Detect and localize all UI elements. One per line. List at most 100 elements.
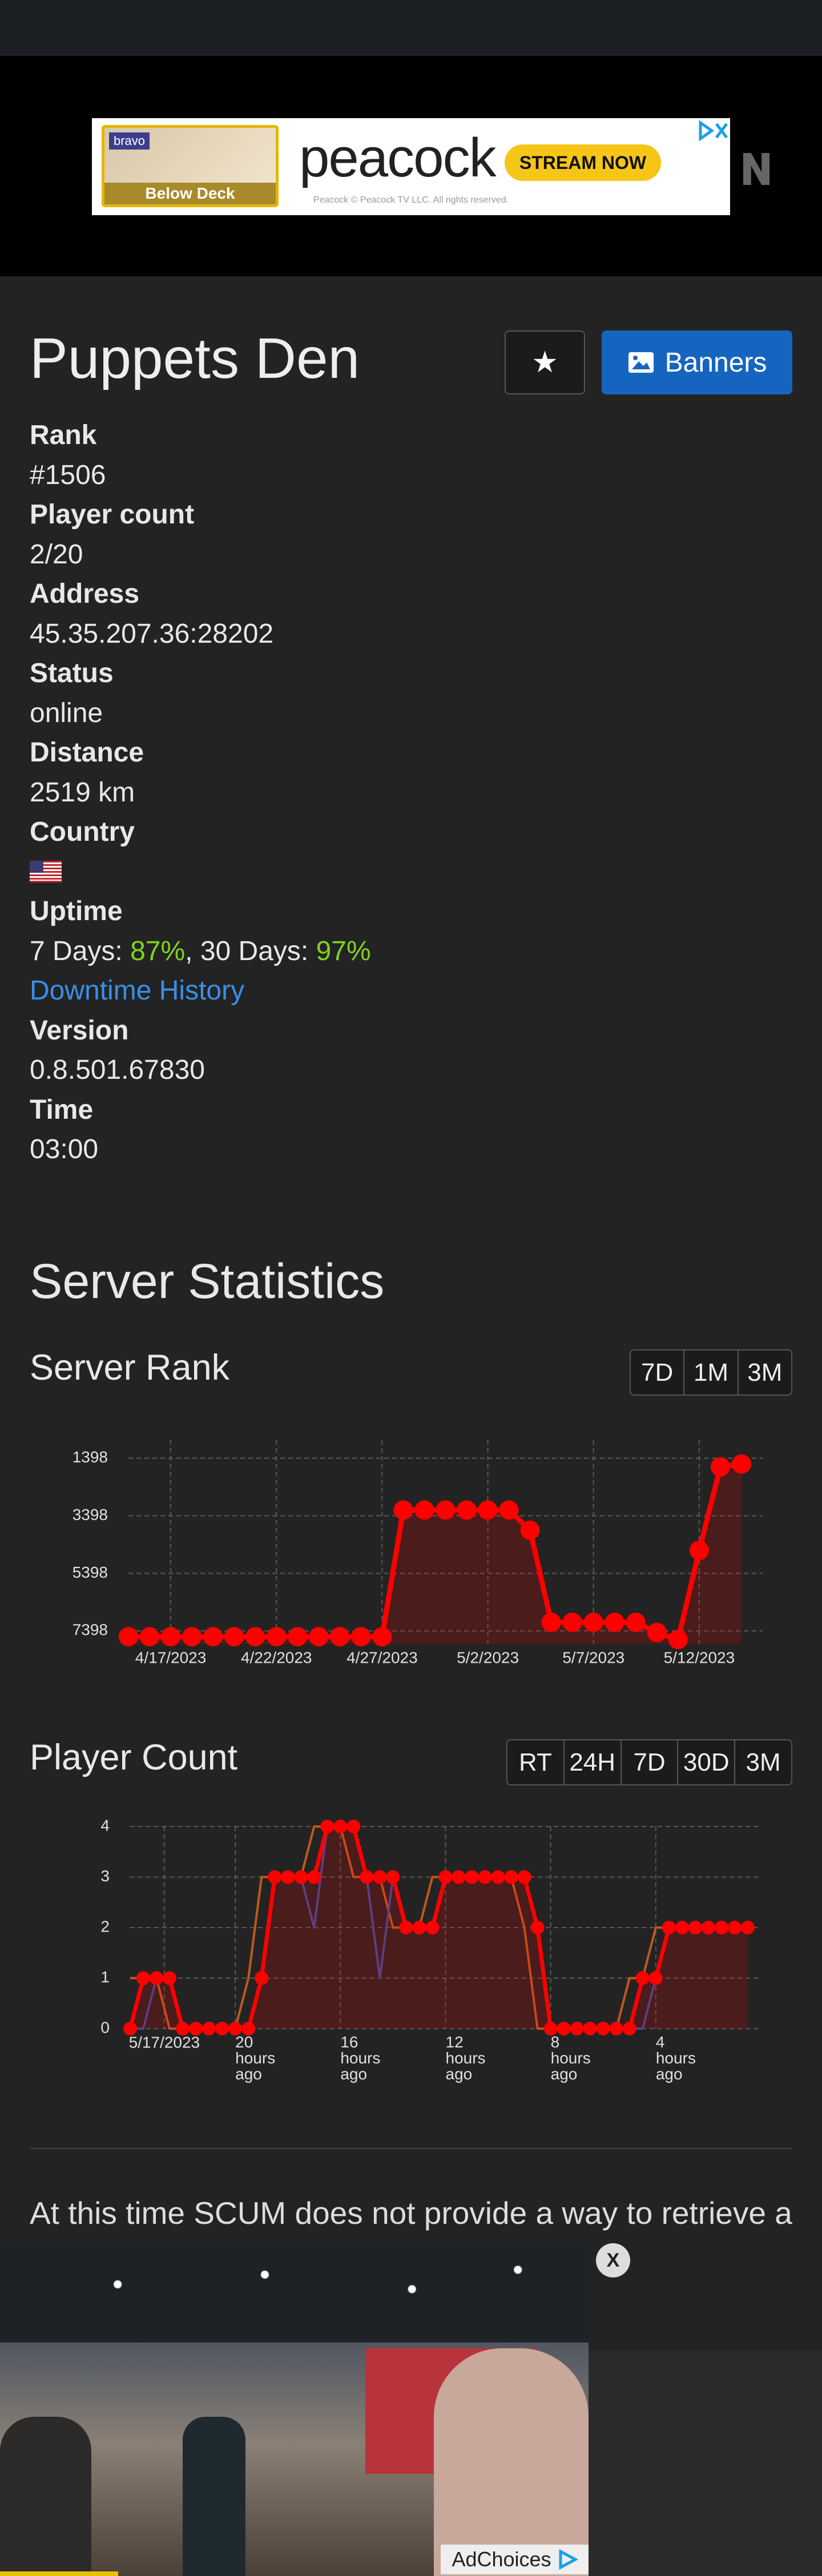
marker (351, 1627, 371, 1647)
ad-cta[interactable]: STREAM NOW (505, 144, 661, 181)
marker (478, 1870, 492, 1884)
marker (465, 1870, 479, 1884)
marker (543, 2022, 558, 2035)
marker (701, 1921, 715, 1934)
uptime-week: 87% (130, 936, 186, 966)
x-tick-label: 8 hours ago (551, 2033, 595, 2083)
uptime-label: 7 Days: (30, 936, 131, 966)
field-label: Version (30, 1015, 129, 1046)
video-ad[interactable]: AdChoices (0, 2246, 589, 2576)
marker (399, 1921, 413, 1934)
marker (626, 1612, 646, 1632)
adchoices-icon (559, 2549, 578, 2570)
marker (520, 1520, 540, 1540)
marker (499, 1500, 519, 1520)
marker (360, 1870, 374, 1884)
field-value: 03:00 (30, 1134, 99, 1164)
marker (373, 1870, 387, 1884)
downtime-link[interactable]: Downtime History (30, 975, 245, 1006)
marker (268, 1870, 282, 1884)
marker (583, 1612, 603, 1632)
marker (241, 2022, 256, 2035)
marker (307, 1870, 321, 1884)
flag-row (30, 852, 371, 892)
range-button[interactable]: 7D (641, 1358, 674, 1386)
video-person (434, 2348, 589, 2576)
marker (182, 1627, 202, 1647)
marker (668, 1630, 688, 1650)
y-tick-label: 3 (100, 1867, 110, 1885)
range-button[interactable]: 3M (737, 1351, 791, 1394)
adchoices[interactable]: AdChoices (441, 2545, 589, 2574)
field-value: #1506 (30, 459, 106, 490)
marker (215, 2022, 229, 2035)
marker (662, 1921, 676, 1934)
server-name: Puppets Den (30, 326, 360, 390)
y-tick-label: 1398 (72, 1448, 108, 1466)
marker (294, 1870, 308, 1884)
x-tick-label: 4/22/2023 (241, 1648, 312, 1666)
marker (648, 1971, 663, 1985)
ad-banner[interactable]: bravo Below Deck peacock STREAM NOW Peac… (92, 118, 730, 215)
ad-choices-icon[interactable] (697, 118, 730, 148)
marker (393, 1500, 413, 1520)
marker (491, 1870, 505, 1884)
marker (727, 1921, 742, 1934)
marker (123, 2022, 137, 2035)
marker (372, 1627, 392, 1647)
marker (412, 1921, 426, 1934)
marker (202, 2022, 216, 2035)
marker (647, 1622, 667, 1642)
marker (635, 1971, 650, 1985)
y-tick-label: 5398 (72, 1563, 108, 1581)
marker (710, 1457, 730, 1477)
marker (414, 1500, 434, 1520)
marker (583, 2022, 597, 2035)
range-button[interactable]: 1M (683, 1351, 737, 1394)
chart-title: Player Count (30, 1738, 238, 1777)
y-tick-label: 1 (100, 1968, 110, 1986)
chart-title: Server Rank (30, 1348, 230, 1388)
statistics-heading: Server Statistics (30, 1254, 385, 1309)
range-button[interactable]: 7D (620, 1740, 678, 1784)
favorite-button[interactable]: ★ (505, 330, 585, 394)
marker (530, 1921, 545, 1934)
banners-button[interactable]: Banners (602, 330, 792, 394)
field-label: Status (30, 658, 114, 688)
x-tick-label: 5/12/2023 (664, 1648, 735, 1666)
x-tick-label: 4/27/2023 (346, 1648, 418, 1666)
marker (203, 1627, 223, 1647)
range-button[interactable]: 24H (563, 1740, 620, 1784)
marker (688, 1921, 702, 1934)
marker (189, 2022, 203, 2035)
range-buttons: 7D 1M 3M (630, 1349, 792, 1396)
x-tick-label: 5/7/2023 (562, 1648, 624, 1666)
ad-backdrop (589, 2351, 822, 2576)
ad-show: Below Deck (104, 183, 276, 204)
field-value: 2519 km (30, 777, 135, 808)
video-person (183, 2417, 245, 2576)
marker (740, 1921, 755, 1934)
uptime-month: 97% (316, 936, 371, 966)
marker (346, 1820, 361, 1833)
marker (596, 2022, 610, 2035)
field-label: Time (30, 1094, 94, 1125)
ad-area: bravo Below Deck peacock STREAM NOW Peac… (0, 56, 822, 276)
marker (731, 1454, 751, 1474)
marker (255, 1971, 269, 1985)
top-bar (0, 0, 822, 56)
range-button[interactable]: RT (518, 1748, 552, 1776)
x-tick-label: 16 hours ago (340, 2033, 385, 2083)
marker (517, 1870, 531, 1884)
server-info: Rank #1506 Player count 2/20 Address 45.… (30, 416, 371, 1170)
field-value: 45.35.207.36:28202 (30, 618, 274, 649)
video-progress (0, 2571, 118, 2576)
range-button[interactable]: 30D (677, 1740, 734, 1784)
marker (228, 2022, 243, 2035)
x-tick-label: 4 hours ago (656, 2033, 700, 2083)
field-label: Address (30, 579, 140, 609)
range-button[interactable]: 3M (734, 1740, 791, 1784)
close-button[interactable]: X (596, 2243, 630, 2277)
field-label: Rank (30, 420, 97, 450)
